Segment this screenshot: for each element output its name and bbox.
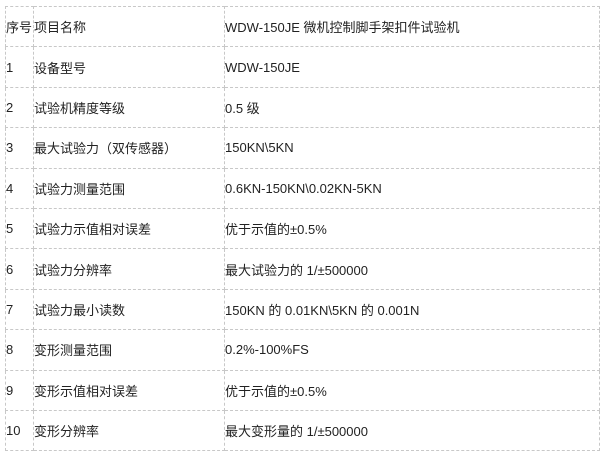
- table-row: 8 变形测量范围 0.2%-100%FS: [5, 329, 600, 371]
- item-name-cell: 试验力分辨率: [33, 248, 225, 290]
- item-name-cell: 变形分辨率: [33, 409, 225, 452]
- header-item-name: 项目名称: [33, 5, 225, 48]
- value-cell: 优于示值的±0.5%: [224, 369, 600, 411]
- value-cell: 0.6KN-150KN\0.02KN-5KN: [224, 167, 600, 209]
- table-row: 7 试验力最小读数 150KN 的 0.01KN\5KN 的 0.001N: [5, 288, 600, 331]
- table-row: 6 试验力分辨率 最大试验力的 1/±500000: [5, 248, 600, 290]
- table-row: 1 设备型号 WDW-150JE: [5, 46, 600, 88]
- value-cell: 150KN\5KN: [224, 127, 600, 169]
- index-cell: 3: [5, 127, 34, 169]
- value-cell: 最大变形量的 1/±500000: [224, 409, 600, 452]
- value-cell: 150KN 的 0.01KN\5KN 的 0.001N: [224, 288, 600, 331]
- value-cell: 0.2%-100%FS: [224, 329, 600, 371]
- item-name-cell: 试验力示值相对误差: [33, 207, 225, 250]
- table-row: 5 试验力示值相对误差 优于示值的±0.5%: [5, 207, 600, 250]
- item-name-cell: 变形测量范围: [33, 329, 225, 371]
- table-row: 4 试验力测量范围 0.6KN-150KN\0.02KN-5KN: [5, 167, 600, 209]
- index-cell: 2: [5, 86, 34, 129]
- value-cell: 优于示值的±0.5%: [224, 207, 600, 250]
- index-cell: 5: [5, 207, 34, 250]
- table-row: 2 试验机精度等级 0.5 级: [5, 86, 600, 129]
- spec-table: 序号 项目名称 WDW-150JE 微机控制脚手架扣件试验机 1 设备型号 WDW-…: [5, 5, 600, 452]
- index-cell: 8: [5, 329, 34, 371]
- value-cell: 0.5 级: [224, 86, 600, 129]
- index-cell: 6: [5, 248, 34, 290]
- table-header-row: 序号 项目名称 WDW-150JE 微机控制脚手架扣件试验机: [5, 5, 600, 48]
- header-index: 序号: [5, 5, 34, 48]
- index-cell: 9: [5, 369, 34, 411]
- item-name-cell: 最大试验力（双传感器）: [33, 127, 225, 169]
- item-name-cell: 试验机精度等级: [33, 86, 225, 129]
- item-name-cell: 试验力最小读数: [33, 288, 225, 331]
- table-row: 9 变形示值相对误差 优于示值的±0.5%: [5, 369, 600, 411]
- item-name-cell: 变形示值相对误差: [33, 369, 225, 411]
- index-cell: 1: [5, 46, 34, 88]
- header-product-name: WDW-150JE 微机控制脚手架扣件试验机: [224, 5, 600, 48]
- table-row: 10 变形分辨率 最大变形量的 1/±500000: [5, 409, 600, 452]
- value-cell: 最大试验力的 1/±500000: [224, 248, 600, 290]
- item-name-cell: 试验力测量范围: [33, 167, 225, 209]
- table-row: 3 最大试验力（双传感器） 150KN\5KN: [5, 127, 600, 169]
- index-cell: 4: [5, 167, 34, 209]
- item-name-cell: 设备型号: [33, 46, 225, 88]
- index-cell: 7: [5, 288, 34, 331]
- value-cell: WDW-150JE: [224, 46, 600, 88]
- spec-table-body: 序号 项目名称 WDW-150JE 微机控制脚手架扣件试验机 1 设备型号 WDW-…: [5, 5, 600, 452]
- index-cell: 10: [5, 409, 34, 452]
